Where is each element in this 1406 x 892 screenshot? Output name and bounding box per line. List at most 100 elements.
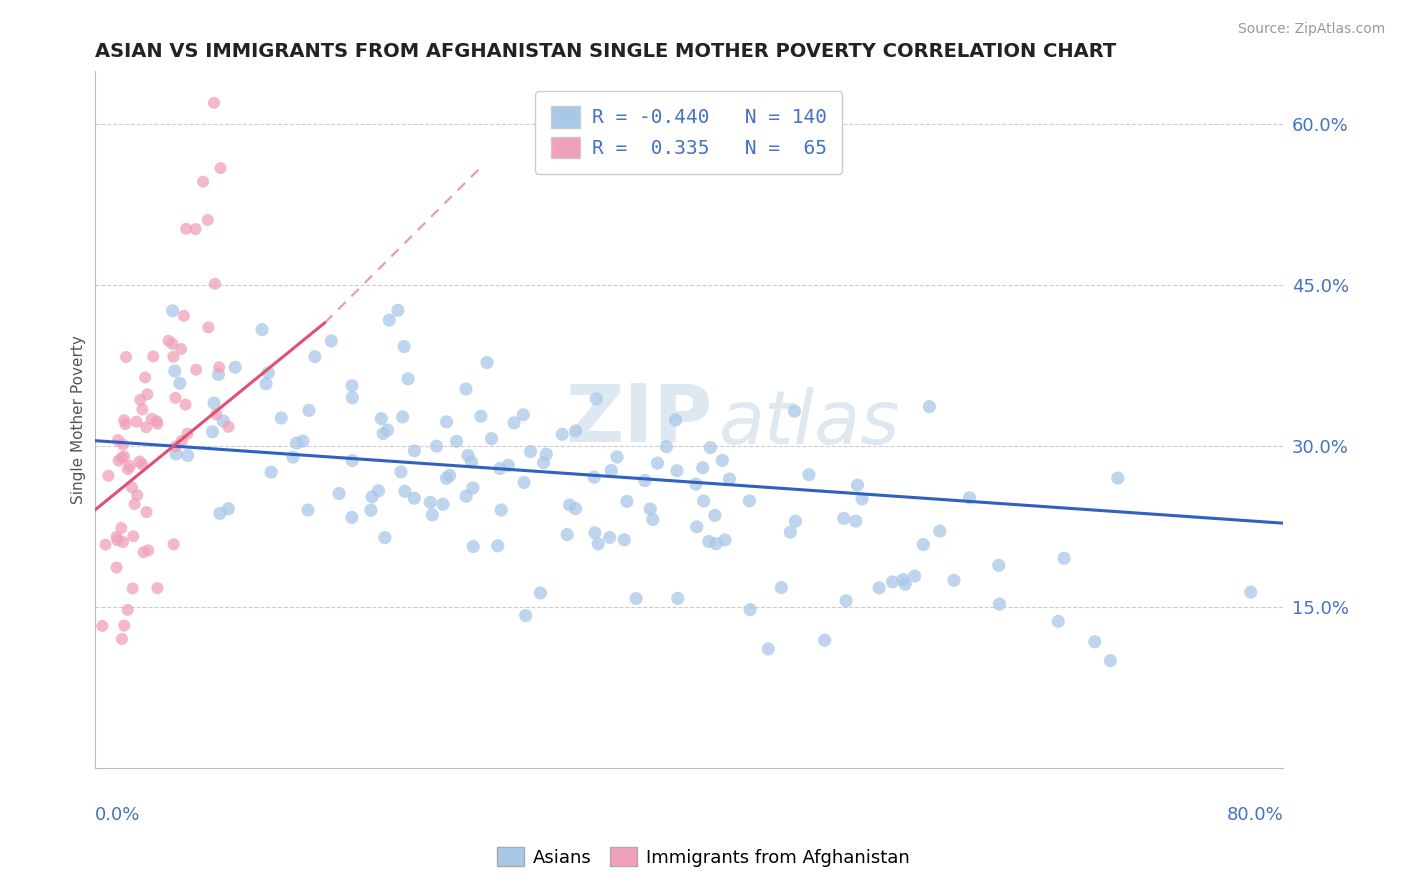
- Point: [115, 350, 138, 364]
- Point: [491, 503, 513, 517]
- Point: [392, 340, 415, 354]
- Point: [486, 539, 509, 553]
- Point: [163, 364, 186, 378]
- Point: [711, 453, 734, 467]
- Point: [177, 449, 200, 463]
- Point: [111, 632, 134, 646]
- Point: [377, 423, 399, 437]
- Point: [461, 481, 484, 495]
- Point: [121, 480, 143, 494]
- Point: [162, 336, 184, 351]
- Point: [647, 456, 669, 470]
- Point: [128, 454, 150, 468]
- Point: [738, 494, 761, 508]
- Point: [135, 420, 157, 434]
- Point: [201, 425, 224, 439]
- Point: [202, 396, 225, 410]
- Point: [686, 520, 709, 534]
- Point: [835, 594, 858, 608]
- Point: [740, 602, 762, 616]
- Point: [404, 491, 426, 506]
- Point: [394, 484, 416, 499]
- Point: [583, 525, 606, 540]
- Point: [134, 370, 156, 384]
- Point: [419, 495, 441, 509]
- Point: [107, 453, 129, 467]
- Point: [285, 436, 308, 450]
- Point: [361, 490, 384, 504]
- Point: [797, 467, 820, 482]
- Point: [436, 415, 458, 429]
- Point: [127, 488, 149, 502]
- Point: [135, 505, 157, 519]
- Point: [197, 213, 219, 227]
- Point: [270, 411, 292, 425]
- Point: [515, 608, 537, 623]
- Point: [146, 581, 169, 595]
- Point: [846, 478, 869, 492]
- Point: [606, 450, 628, 464]
- Point: [868, 581, 890, 595]
- Point: [170, 342, 193, 356]
- Point: [475, 355, 498, 369]
- Point: [110, 521, 132, 535]
- Point: [291, 434, 314, 448]
- Point: [162, 350, 184, 364]
- Point: [107, 433, 129, 447]
- Point: [297, 503, 319, 517]
- Point: [91, 619, 114, 633]
- Point: [112, 413, 135, 427]
- Point: [170, 434, 193, 448]
- Point: [111, 437, 134, 451]
- Point: [555, 527, 578, 541]
- Point: [114, 417, 136, 432]
- Point: [1084, 634, 1107, 648]
- Point: [367, 483, 389, 498]
- Point: [436, 471, 458, 485]
- Point: [533, 456, 555, 470]
- Point: [432, 497, 454, 511]
- Point: [207, 368, 229, 382]
- Point: [298, 403, 321, 417]
- Point: [136, 387, 159, 401]
- Point: [1099, 654, 1122, 668]
- Point: [891, 573, 914, 587]
- Point: [894, 577, 917, 591]
- Point: [481, 432, 503, 446]
- Point: [456, 489, 478, 503]
- Point: [111, 535, 134, 549]
- Legend: Asians, Immigrants from Afghanistan: Asians, Immigrants from Afghanistan: [489, 840, 917, 874]
- Point: [122, 529, 145, 543]
- Point: [770, 581, 793, 595]
- Point: [141, 412, 163, 426]
- Point: [503, 416, 526, 430]
- Point: [136, 543, 159, 558]
- Point: [404, 443, 426, 458]
- Point: [599, 531, 621, 545]
- Point: [634, 474, 657, 488]
- Point: [519, 444, 541, 458]
- Point: [756, 642, 779, 657]
- Point: [389, 465, 412, 479]
- Point: [157, 334, 180, 348]
- Text: 0.0%: 0.0%: [94, 806, 141, 824]
- Point: [342, 453, 364, 467]
- Point: [583, 470, 606, 484]
- Point: [845, 514, 868, 528]
- Point: [132, 545, 155, 559]
- Point: [529, 586, 551, 600]
- Point: [513, 475, 536, 490]
- Point: [488, 461, 510, 475]
- Point: [613, 533, 636, 547]
- Point: [600, 463, 623, 477]
- Point: [420, 508, 443, 522]
- Point: [165, 447, 187, 461]
- Point: [205, 408, 228, 422]
- Point: [208, 507, 231, 521]
- Text: Source: ZipAtlas.com: Source: ZipAtlas.com: [1237, 22, 1385, 37]
- Point: [439, 468, 461, 483]
- Point: [142, 350, 165, 364]
- Point: [564, 424, 586, 438]
- Point: [131, 458, 153, 472]
- Point: [131, 402, 153, 417]
